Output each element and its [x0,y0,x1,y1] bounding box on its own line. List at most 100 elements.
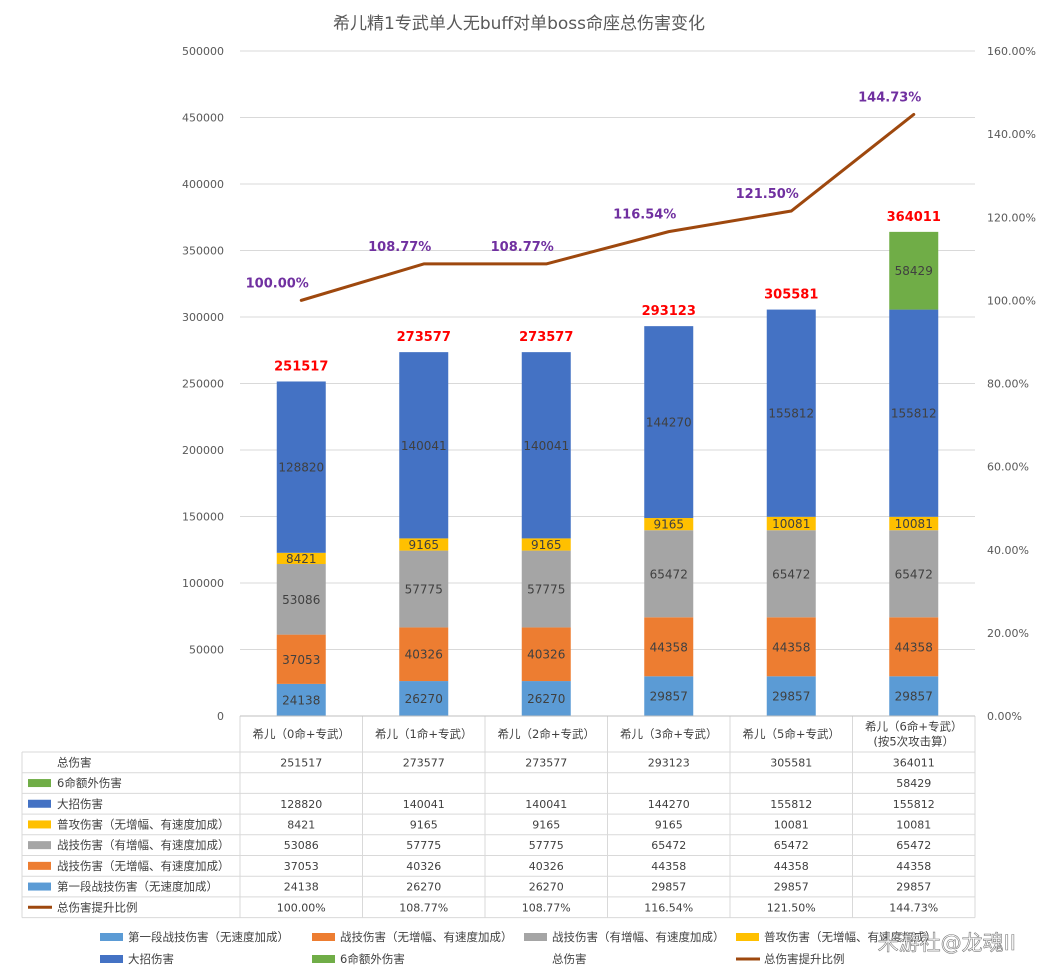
table-cell: 58429 [896,777,931,790]
bar-segment [889,231,939,310]
segment-label: 8421 [286,552,317,566]
y-tick-label: 100000 [182,577,224,590]
segment-label: 44358 [895,640,933,654]
segment-label: 40326 [405,648,443,662]
table-legend-key [28,841,51,850]
table-cell: 128820 [280,798,322,811]
y-tick-label: 50000 [189,644,224,657]
bar-segment [399,550,449,628]
legend-label: 6命额外伤害 [340,952,405,966]
segment-label: 24138 [282,693,320,707]
category-label: 希儿（5命+专武） [743,727,840,741]
segment-label: 128820 [278,461,324,475]
data-labels: 24138 37053 53086 8421 128820 251517 26270 4032… [246,90,941,707]
table-row-label: 总伤害提升比例 [57,900,138,914]
ratio-line [299,112,916,302]
table-cell: 116.54% [644,901,693,914]
legend-label: 第一段战技伤害（无速度加成） [128,930,289,944]
y2-tick-label: 60.00% [987,461,1029,474]
table-cell: 57775 [406,839,441,852]
table-cell: 364011 [893,756,935,769]
segment-label: 140041 [401,439,447,453]
ratio-label: 116.54% [613,208,676,223]
segment-label: 29857 [895,690,933,704]
category-label: 希儿（2命+专武） [498,727,595,741]
table-cell: 140041 [403,798,445,811]
table-row-label: 6命额外伤害 [57,776,122,790]
table-cell: 24138 [284,881,319,894]
total-label: 293123 [642,304,696,319]
ratio-label: 121.50% [736,187,799,202]
bar-segment [766,516,816,531]
y2-tick-label: 20.00% [987,627,1029,640]
y2-tick-label: 0.00% [987,710,1022,723]
table-cell: 10081 [896,818,931,831]
ratio-label: 144.73% [858,90,921,105]
table-cell: 144.73% [889,901,938,914]
table-cell: 29857 [896,881,931,894]
table-cell: 40326 [406,860,441,873]
table-cell: 10081 [774,818,809,831]
table-cell: 155812 [893,798,935,811]
segment-label: 140041 [523,439,569,453]
total-label: 364011 [887,210,941,225]
table-cell: 144270 [648,798,690,811]
table-cell: 251517 [280,756,322,769]
legend-label: 总伤害提升比例 [764,952,845,966]
bar-segment [399,627,449,682]
ratio-label: 108.77% [491,240,554,255]
table-cell: 26270 [529,881,564,894]
legend-label: 战技伤害（无增幅、有速度加成） [340,930,513,944]
segment-label: 29857 [650,690,688,704]
y2-tick-label: 160.00% [987,45,1036,58]
y-tick-label: 500000 [182,45,224,58]
bar-segment [644,530,694,618]
table-cell: 155812 [770,798,812,811]
segment-label: 144270 [646,416,692,430]
y-tick-label: 250000 [182,378,224,391]
y-tick-label: 150000 [182,511,224,524]
ratio-line-path [299,112,916,302]
table-cell: 100.00% [277,901,326,914]
legend-key [312,955,335,963]
bar-segment [766,530,816,618]
bar-segment [399,538,449,551]
table-cell: 26270 [406,881,441,894]
legend-key [100,933,123,941]
segment-label: 10081 [772,517,810,531]
bar-segment [766,617,816,677]
total-label: 305581 [764,288,818,303]
data-table: 希儿（0命+专武） 希儿（1命+专武） 希儿（2命+专武） 希儿（3命+专武） 希儿（5… [21,715,976,919]
table-row-label: 战技伤害（有增幅、有速度加成） [57,838,230,852]
bar-segment [889,309,939,517]
y-tick-label: 450000 [182,112,224,125]
table-cell: 44358 [896,860,931,873]
segment-label: 65472 [895,567,933,581]
table-row-label: 普攻伤害（无增幅、有速度加成） [57,817,230,831]
table-cell: 8421 [287,818,315,831]
category-label: 希儿（6命+专武） [865,720,962,734]
bar-segment [521,681,571,716]
bar-segment [889,530,939,618]
bar-segment [399,681,449,716]
bar-segment [276,564,326,635]
bar-segment [521,538,571,551]
table-legend-key [28,882,51,891]
bar-segment [521,550,571,628]
y-tick-label: 0 [217,710,224,723]
bar-segment [276,552,326,565]
segment-label: 9165 [653,518,684,532]
table-cell: 108.77% [399,901,448,914]
table-cell: 121.50% [767,901,816,914]
table-cell: 44358 [774,860,809,873]
table-cell: 29857 [651,881,686,894]
segment-label: 10081 [895,517,933,531]
table-legend-key [28,820,51,829]
table-cell: 9165 [532,818,560,831]
y2-tick-label: 80.00% [987,378,1029,391]
table-row-label: 战技伤害（无增幅、有速度加成） [57,859,230,873]
y-tick-label: 200000 [182,444,224,457]
table-cell: 40326 [529,860,564,873]
bar-segment [889,617,939,677]
